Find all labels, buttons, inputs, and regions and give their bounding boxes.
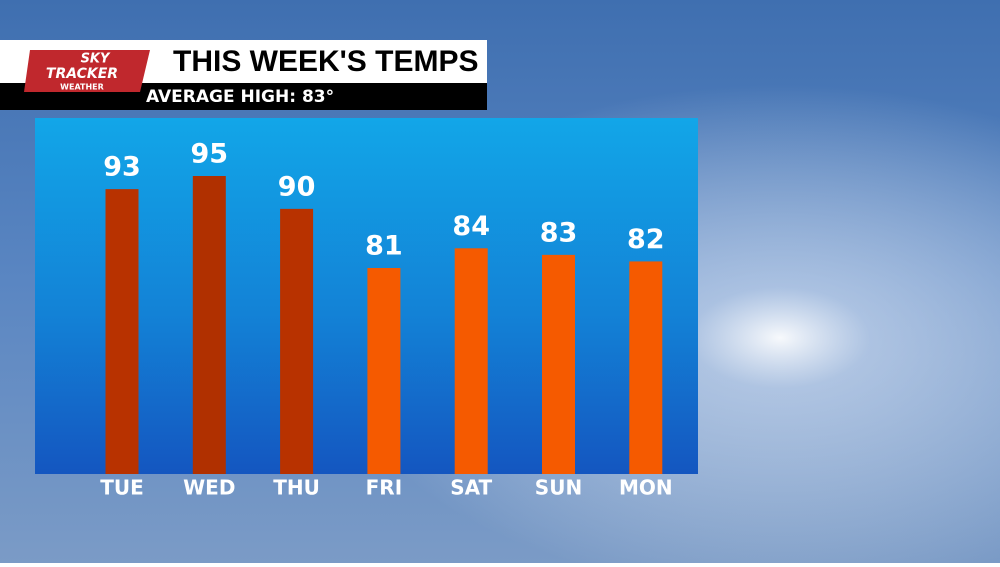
bar	[192, 176, 226, 474]
chart-panel	[35, 118, 698, 474]
value-label: 82	[627, 224, 665, 255]
value-label: 95	[191, 139, 229, 170]
x-tick-label: FRI	[366, 476, 403, 500]
logo-text: TRACKER	[46, 66, 118, 82]
value-label: 84	[452, 211, 490, 242]
logo-text: SKY	[81, 52, 111, 67]
bar	[542, 254, 575, 474]
logo: SKY TRACKER WEATHER	[24, 50, 150, 92]
x-tick-label: WED	[183, 476, 235, 500]
bar	[629, 261, 663, 474]
bar	[105, 189, 139, 474]
x-tick-label: SAT	[450, 476, 492, 500]
chart-title: THIS WEEK'S TEMPS	[173, 45, 479, 78]
value-label: 93	[103, 152, 141, 183]
logo-text: WEATHER	[60, 83, 104, 92]
bar	[367, 268, 401, 474]
x-tick-label: TUE	[100, 476, 144, 500]
chart-subtitle: AVERAGE HIGH: 83°	[146, 87, 334, 107]
value-label: 81	[365, 231, 403, 262]
bar	[454, 248, 488, 474]
bar	[280, 208, 314, 474]
value-label: 90	[278, 171, 316, 202]
x-tick-label: THU	[273, 476, 320, 500]
logo-shape	[24, 50, 150, 92]
value-label: 83	[540, 217, 578, 248]
x-tick-label: MON	[619, 476, 673, 500]
x-tick-label: SUN	[535, 476, 582, 500]
